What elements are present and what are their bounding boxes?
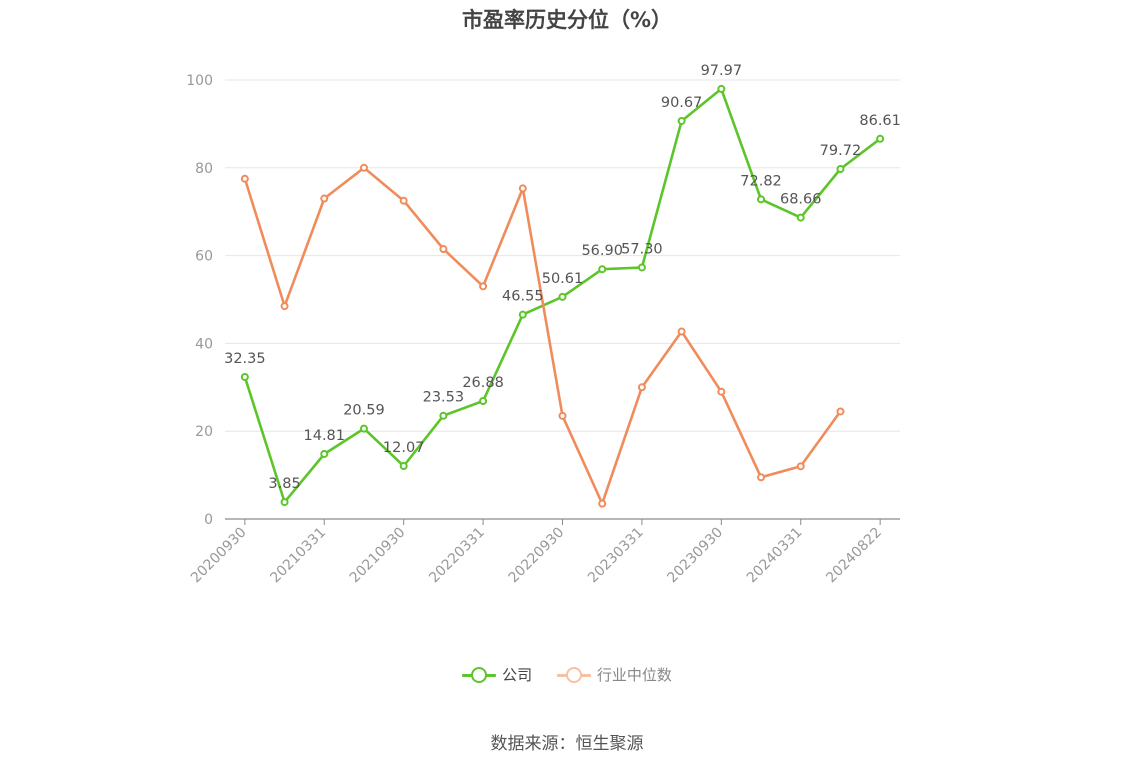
- data-label: 97.97: [701, 63, 743, 79]
- chart-title: 市盈率历史分位（%）: [461, 8, 673, 32]
- data-label: 20.59: [343, 403, 385, 419]
- data-point: [796, 462, 805, 471]
- data-label: 79.72: [820, 143, 862, 159]
- data-point: [240, 372, 249, 381]
- data-point: [796, 213, 805, 222]
- data-point: [320, 449, 329, 458]
- series-line-1: [243, 166, 842, 505]
- data-point: [518, 310, 527, 319]
- data-point: [320, 194, 329, 203]
- data-point: [876, 134, 885, 143]
- legend-swatch-industry-median: [556, 666, 591, 683]
- data-label: 26.88: [462, 375, 504, 391]
- data-point: [637, 263, 646, 272]
- x-tick-label: 20240822: [823, 525, 885, 587]
- y-tick-label: 40: [195, 336, 213, 352]
- data-label: 23.53: [423, 390, 465, 406]
- axis-layer: 0 20 40 60 80 100 20200930 20210331 20210930 2022…: [186, 73, 900, 586]
- data-label: 12.07: [383, 440, 425, 456]
- data-point: [399, 462, 408, 471]
- data-label: 14.81: [304, 428, 346, 444]
- data-point: [359, 424, 368, 433]
- data-point: [558, 411, 567, 420]
- legend: 公司 行业中位数: [0, 664, 1134, 686]
- data-point: [558, 292, 567, 301]
- y-tick-label: 60: [195, 249, 213, 265]
- data-label: 50.61: [542, 271, 584, 287]
- data-label: 3.85: [268, 476, 300, 492]
- data-point: [479, 282, 488, 291]
- data-label: 90.67: [661, 95, 703, 111]
- legend-label-industry-median: 行业中位数: [596, 666, 672, 684]
- x-tick-label: 20210930: [347, 525, 409, 587]
- data-point: [518, 184, 527, 193]
- data-label: 46.55: [502, 289, 544, 305]
- x-tick-label: 20230331: [585, 525, 647, 587]
- legend-item-company[interactable]: 公司: [462, 664, 532, 685]
- series-layer: [240, 84, 885, 508]
- legend-label-company: 公司: [502, 666, 533, 684]
- data-label: 57.30: [621, 241, 663, 257]
- x-tick-label: 20210331: [267, 525, 329, 587]
- data-point: [439, 411, 448, 420]
- x-tick-label: 20220930: [506, 525, 568, 587]
- data-point: [598, 499, 607, 508]
- legend-swatch-company: [462, 666, 497, 683]
- data-label: 86.61: [859, 113, 901, 129]
- data-point: [757, 195, 766, 204]
- data-point: [836, 407, 845, 416]
- x-tick-label: 20230930: [664, 525, 726, 587]
- y-tick-label: 100: [186, 73, 213, 89]
- y-tick-label: 20: [195, 424, 213, 440]
- data-point: [280, 498, 289, 507]
- data-point: [677, 116, 686, 125]
- data-point: [280, 302, 289, 311]
- data-point: [677, 327, 686, 336]
- data-point: [717, 84, 726, 93]
- data-point: [439, 245, 448, 254]
- data-point: [757, 473, 766, 482]
- data-point: [240, 174, 249, 183]
- x-tick-label: 20220331: [426, 525, 488, 587]
- data-label: 68.66: [780, 192, 822, 208]
- data-label: 56.90: [581, 243, 623, 259]
- data-point: [836, 165, 845, 174]
- data-point: [637, 383, 646, 392]
- data-label: 32.35: [224, 351, 266, 367]
- data-point: [399, 196, 408, 205]
- x-tick-label: 20200930: [188, 525, 250, 587]
- legend-item-industry-median[interactable]: 行业中位数: [556, 664, 672, 685]
- x-tick-label: 20240331: [744, 525, 806, 587]
- grid-layer: [225, 79, 900, 432]
- y-tick-label: 80: [195, 161, 213, 177]
- data-point: [479, 396, 488, 405]
- data-source-note: 数据来源：恒生聚源: [490, 734, 644, 754]
- data-point: [359, 163, 368, 172]
- data-point: [717, 387, 726, 396]
- y-tick-label: 0: [204, 512, 213, 528]
- data-point: [598, 265, 607, 274]
- data-label: 72.82: [740, 173, 782, 189]
